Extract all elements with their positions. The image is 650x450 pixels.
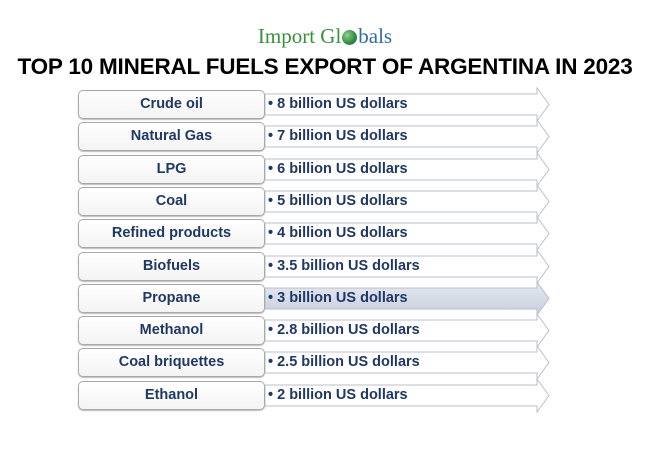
arrow-shape [265,216,550,252]
item-value: • 5 billion US dollars [268,192,408,209]
globe-icon [342,30,358,45]
list-item: Crude oil • 8 billion US dollars [78,87,550,122]
arrow-shape [265,87,550,122]
list-item: Coal briquettes • 2.5 billion US dollars [78,345,550,381]
list-item: Ethanol • 2 billion US dollars [78,377,550,413]
arrow-shape [265,151,550,187]
logo-text-start: Import Gl [257,24,342,48]
item-label: Coal [78,186,265,216]
list-item: Methanol • 2.8 billion US dollars [78,313,550,349]
item-value: • 7 billion US dollars [268,128,408,145]
list-item: Propane • 3 billion US dollars [78,280,550,316]
logo-text-end: bals [358,24,393,48]
item-value: • 4 billion US dollars [268,225,408,242]
item-value: • 2.8 billion US dollars [268,322,420,339]
item-value: • 6 billion US dollars [268,160,408,177]
list-item: Biofuels • 3.5 billion US dollars [78,248,550,284]
item-value: • 2 billion US dollars [268,386,408,403]
item-label: Propane [78,283,265,313]
item-label: Methanol [78,316,265,346]
item-value: • 2.5 billion US dollars [268,354,420,371]
item-label: Refined products [78,219,265,249]
arrow-shape [265,248,550,284]
logo: Import Gl bals [0,24,650,49]
list-item: Refined products • 4 billion US dollars [78,216,550,252]
arrow-shape [265,313,550,349]
list-item: LPG • 6 billion US dollars [78,151,550,187]
arrow-shape [265,280,550,316]
arrow-shape [265,345,550,381]
item-label: Natural Gas [78,122,265,152]
arrow-shape [265,377,550,413]
item-value: • 3.5 billion US dollars [268,257,420,274]
arrow-shape [265,119,550,155]
arrow-shape [265,183,550,219]
item-label: Biofuels [78,251,265,281]
item-label: Coal briquettes [78,348,265,378]
list-item: Coal • 5 billion US dollars [78,183,550,219]
item-label: LPG [78,154,265,184]
item-label: Ethanol [78,380,265,410]
list-item: Natural Gas • 7 billion US dollars [78,119,550,155]
page-title: TOP 10 MINERAL FUELS EXPORT OF ARGENTINA… [17,54,633,79]
item-value: • 8 billion US dollars [268,96,408,112]
item-label: Crude oil [78,90,265,119]
item-value: • 3 billion US dollars [268,289,408,306]
